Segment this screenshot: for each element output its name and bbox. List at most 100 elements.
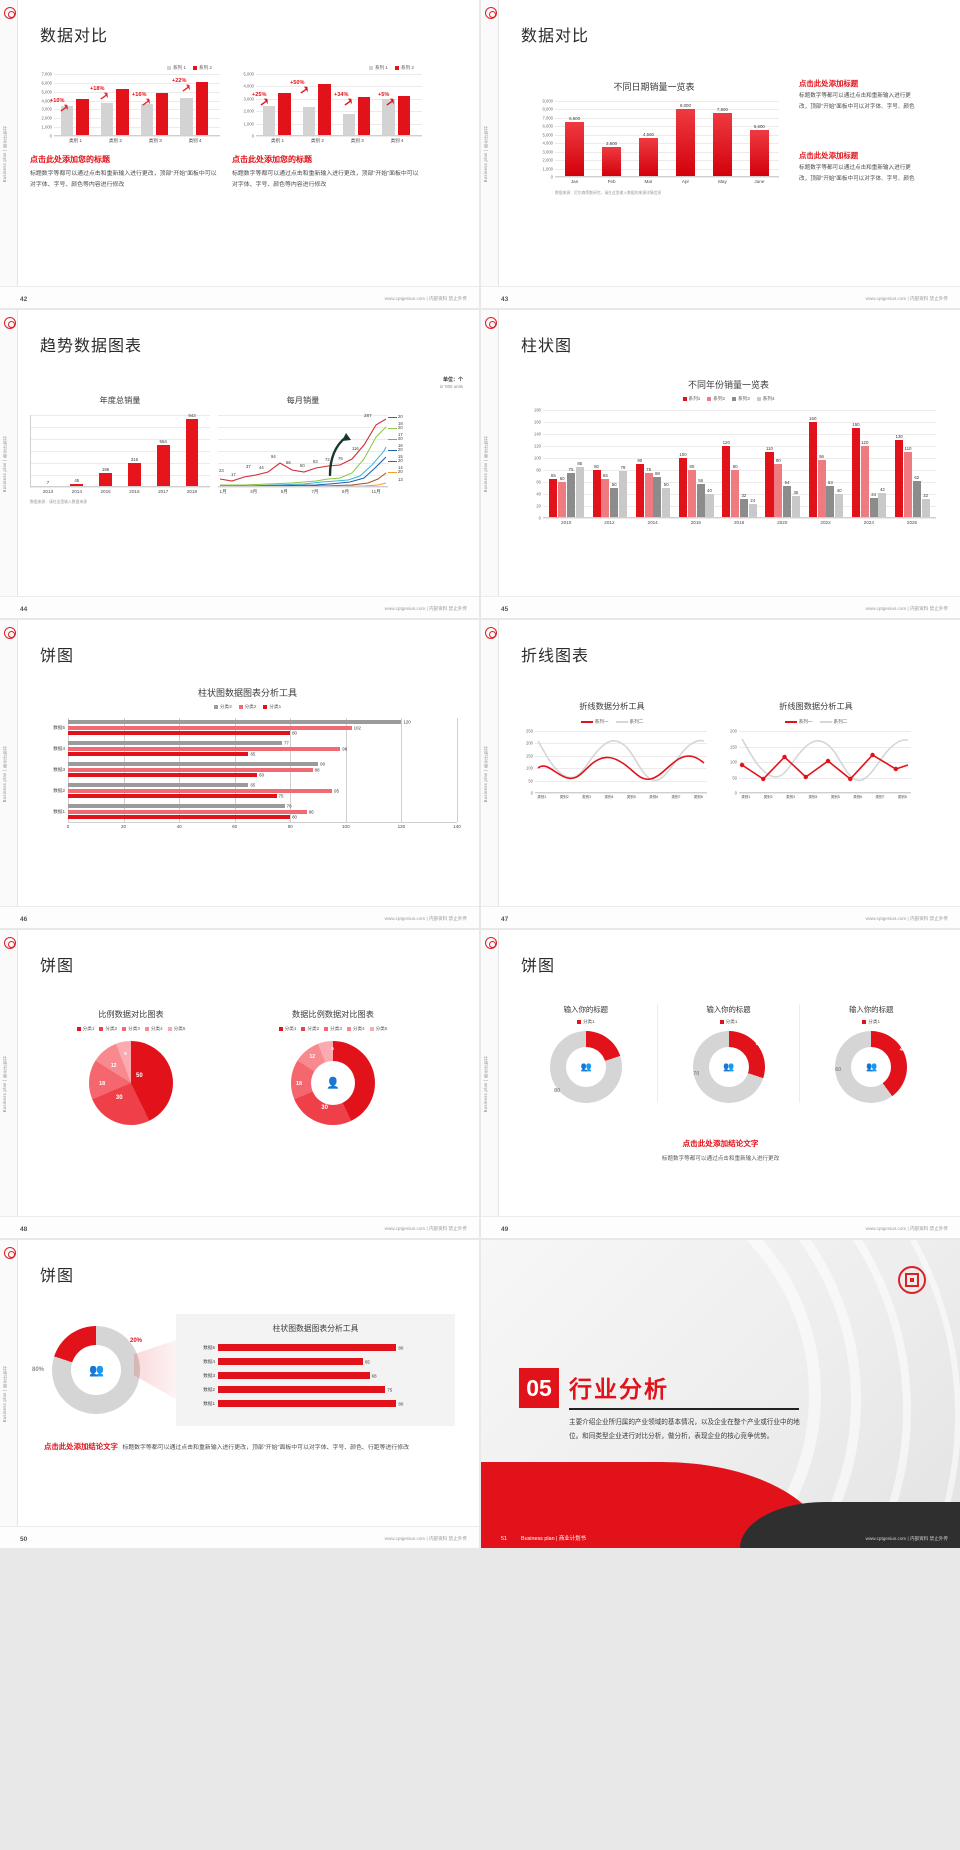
slide-43[interactable]: Business plan | 商业计划书 数据对比 不同日期销量一览表 9,0… bbox=[481, 0, 960, 308]
footer-label: Business plan | 商业计划书 bbox=[521, 1536, 586, 1542]
page-number: 50 bbox=[20, 1536, 28, 1543]
bar-plot: 7,000 6,000 5,000 4,000 3,000 2,000 1,00… bbox=[42, 72, 220, 143]
footer-url: www.cptgenius.com | 内部资料 禁止外传 bbox=[384, 1536, 467, 1541]
left-band: Business plan | 商业计划书 bbox=[0, 620, 18, 928]
slice-label: 50 bbox=[136, 1072, 143, 1079]
hbar-panel: 柱状图数据图表分析工具 数据5 80 数据4 65 数据3 68 数据2 75 bbox=[176, 1314, 455, 1426]
legend-item: 分类2 bbox=[238, 704, 256, 710]
people-icon: 👥 bbox=[89, 1363, 104, 1377]
bar-group: 130 110 62 32 2026 bbox=[895, 434, 930, 525]
left-band: Business plan | 商业计划书 bbox=[0, 0, 18, 308]
donut-row: 输入你的标题 分类1 👥 20 80 输入你的标题 分类1 bbox=[515, 1004, 942, 1103]
hbar-plot: 数据5 80 数据4 65 数据3 68 数据2 75 数据1 80 bbox=[203, 1342, 441, 1412]
line-series-svg bbox=[219, 418, 387, 487]
slide-46[interactable]: Business plan | 商业计划书 饼图 柱状图数据图表分析工具 分类3… bbox=[0, 620, 479, 928]
footer-url: www.cptgenius.com | 内部资料 禁止外传 bbox=[865, 1226, 948, 1231]
line-plot: 250 200 150 100 50 0 类别1 类别2 类别3 类别4 类别5… bbox=[526, 729, 707, 799]
chart-legend: 系列一 系列二 bbox=[721, 719, 911, 725]
slice-label: 18 bbox=[296, 1081, 303, 1088]
chart-title: 数据比例数据对比图表 bbox=[292, 1010, 374, 1019]
slide-44[interactable]: Business plan | 商业计划书 趋势数据图表 单位：个 in '00… bbox=[0, 310, 479, 618]
legend-item: 系列 1 bbox=[166, 65, 186, 71]
slice-label: 5 bbox=[331, 1046, 334, 1052]
people-icon: 👥 bbox=[723, 1061, 734, 1072]
footer-url: www.cptgenius.com | 内部资料 禁止外传 bbox=[865, 916, 948, 921]
vertical-brand-text: Business plan | 商业计划书 bbox=[2, 435, 7, 493]
bar-plot: 5,000 4,000 3,000 2,000 1,000 0 类别 1 类别 … bbox=[244, 72, 422, 143]
vertical-brand-text: Business plan | 商业计划书 bbox=[2, 745, 7, 803]
bar-group: 类别 1 bbox=[57, 74, 94, 143]
chart-legend: 分类3 分类2 分类1 bbox=[38, 704, 457, 710]
vertical-brand-text: Business plan | 商业计划书 bbox=[2, 125, 7, 183]
vertical-brand-text: Business plan | 商业计划书 bbox=[2, 1055, 7, 1113]
slide-45[interactable]: Business plan | 商业计划书 柱状图 不同年份销量一览表 系列1 … bbox=[481, 310, 960, 618]
people-icon: 👥 bbox=[866, 1061, 877, 1072]
vertical-brand-text: Business plan | 商业计划书 bbox=[483, 125, 488, 183]
slide-49[interactable]: Business plan | 商业计划书 饼图 输入你的标题 分类1 👥 20… bbox=[481, 930, 960, 1238]
donut-rest: 80 bbox=[554, 1088, 561, 1095]
chart-title: 不同日期销量一览表 bbox=[613, 82, 695, 92]
people-icon: 👥 bbox=[580, 1061, 592, 1072]
chart-source: 数据来源：尼尔森等数研究，请在这里输入数据的来源详情信息 bbox=[555, 191, 662, 195]
hbar-group: 数据4 77 98 65 bbox=[53, 740, 348, 757]
chart-block: 不同年份销量一览表 系列1 系列2 系列3 系列4 180 160 140 12… bbox=[521, 378, 936, 525]
bar-group: 5,600 June bbox=[742, 101, 777, 184]
footer-url: www.cptgenius.com | 内部资料 禁止外传 bbox=[384, 606, 467, 611]
chart-legend: 分类1 分类2 分类3 分类4 分类5 bbox=[238, 1026, 428, 1032]
slide-42[interactable]: Business plan | 商业计划书 数据对比 系列 1 系列 2 7,0… bbox=[0, 0, 479, 308]
point-label: 76 bbox=[338, 456, 343, 461]
page-number: 42 bbox=[20, 296, 28, 303]
chart-source: 数据来源：请在这里输入数据来源 bbox=[30, 500, 87, 504]
slice-label: 30 bbox=[115, 1094, 123, 1101]
growth-annotation: +50% bbox=[290, 80, 305, 86]
donut-rest: 80% bbox=[32, 1367, 45, 1373]
bar-group: 150 120 34 42 2024 bbox=[851, 422, 887, 525]
bar-group: 316 2016 bbox=[128, 456, 141, 494]
bar-group: 类别 1 bbox=[259, 74, 296, 143]
page-title: 饼图 bbox=[40, 1268, 75, 1285]
page-title: 折线图表 bbox=[521, 648, 590, 665]
line-series-svg bbox=[537, 739, 705, 782]
left-band: Business plan | 商业计划书 bbox=[481, 620, 499, 928]
bar-group: 类别 3 bbox=[137, 74, 174, 143]
hbar-group: 数据1 80 bbox=[203, 1400, 404, 1407]
donut-card: 输入你的标题 分类1 👥 20 80 bbox=[515, 1004, 658, 1103]
text-heading: 点击此处添加标题 bbox=[799, 79, 859, 88]
hbar-plot: 数据5 120 102 80 数据4 77 98 65 数据3 90 88 68 bbox=[53, 718, 461, 829]
slide-47[interactable]: Business plan | 商业计划书 折线图表 折线数据分析工具 系列一 … bbox=[481, 620, 960, 928]
panel-left: 系列 1 系列 2 7,000 6,000 5,000 4,000 3,000 … bbox=[30, 62, 220, 191]
chart-title: 折线数据分析工具 bbox=[579, 702, 645, 711]
bar-group: 160 96 53 40 2022 bbox=[808, 416, 844, 525]
footer-url: www.cptgenius.com | 内部资料 禁止外传 bbox=[384, 296, 467, 301]
point-label: 23 bbox=[219, 468, 224, 473]
legend-item: 分类1 bbox=[263, 704, 281, 710]
slice-label: 50 bbox=[343, 1074, 351, 1081]
page-title: 数据对比 bbox=[521, 28, 590, 45]
legend-item: 分类1 bbox=[862, 1019, 880, 1025]
left-band: Business plan | 商业计划书 bbox=[0, 310, 18, 618]
cover-background: 05 行业分析 主要介绍企业所归属的产业领域的基本情况，以及企业在整个产业或行业… bbox=[481, 1240, 960, 1548]
conclusion-heading: 点击此处添加结论文字 bbox=[682, 1139, 759, 1148]
bar-group: 100 80 56 40 2016 bbox=[679, 451, 714, 525]
point-label: 50 bbox=[300, 463, 305, 468]
slide-48[interactable]: Business plan | 商业计划书 饼图 比例数据对比图表 分类1 分类… bbox=[0, 930, 479, 1238]
section-number: 05 bbox=[519, 1368, 559, 1408]
bar-group: 90 75 68 50 2014 bbox=[635, 458, 671, 525]
slide-51[interactable]: 05 行业分析 主要介绍企业所归属的产业领域的基本情况，以及企业在整个产业或行业… bbox=[481, 1240, 960, 1548]
slide-50[interactable]: Business plan | 商业计划书 饼图 👥 80% 20% 柱状图数据… bbox=[0, 1240, 479, 1548]
chart-title: 柱状图数据图表分析工具 bbox=[272, 1324, 359, 1333]
growth-annotation: +25% bbox=[252, 92, 267, 98]
legend-item: 系列3 bbox=[732, 396, 750, 402]
chart-title: 比例数据对比图表 bbox=[98, 1010, 164, 1019]
vertical-brand-text: Business plan | 商业计划书 bbox=[483, 1055, 488, 1113]
legend-item: 系列 2 bbox=[192, 65, 212, 71]
line-series-svg bbox=[739, 738, 909, 782]
pie-chart-block: 比例数据对比图表 分类1 分类2 分类3 分类4 分类5 50 30 18 12… bbox=[36, 1008, 226, 1125]
legend-item: 系列二 bbox=[615, 719, 643, 725]
growth-annotation: +22% bbox=[172, 78, 187, 84]
bar-group: 类别 2 bbox=[299, 74, 336, 143]
line-plot: 200 150 100 50 0 类别1 类别2 类别3 类别4 类别 bbox=[730, 729, 911, 799]
legend-item: 系列4 bbox=[756, 396, 775, 402]
page-number: 46 bbox=[20, 916, 28, 923]
donut: 👥 40 60 bbox=[835, 1031, 908, 1103]
